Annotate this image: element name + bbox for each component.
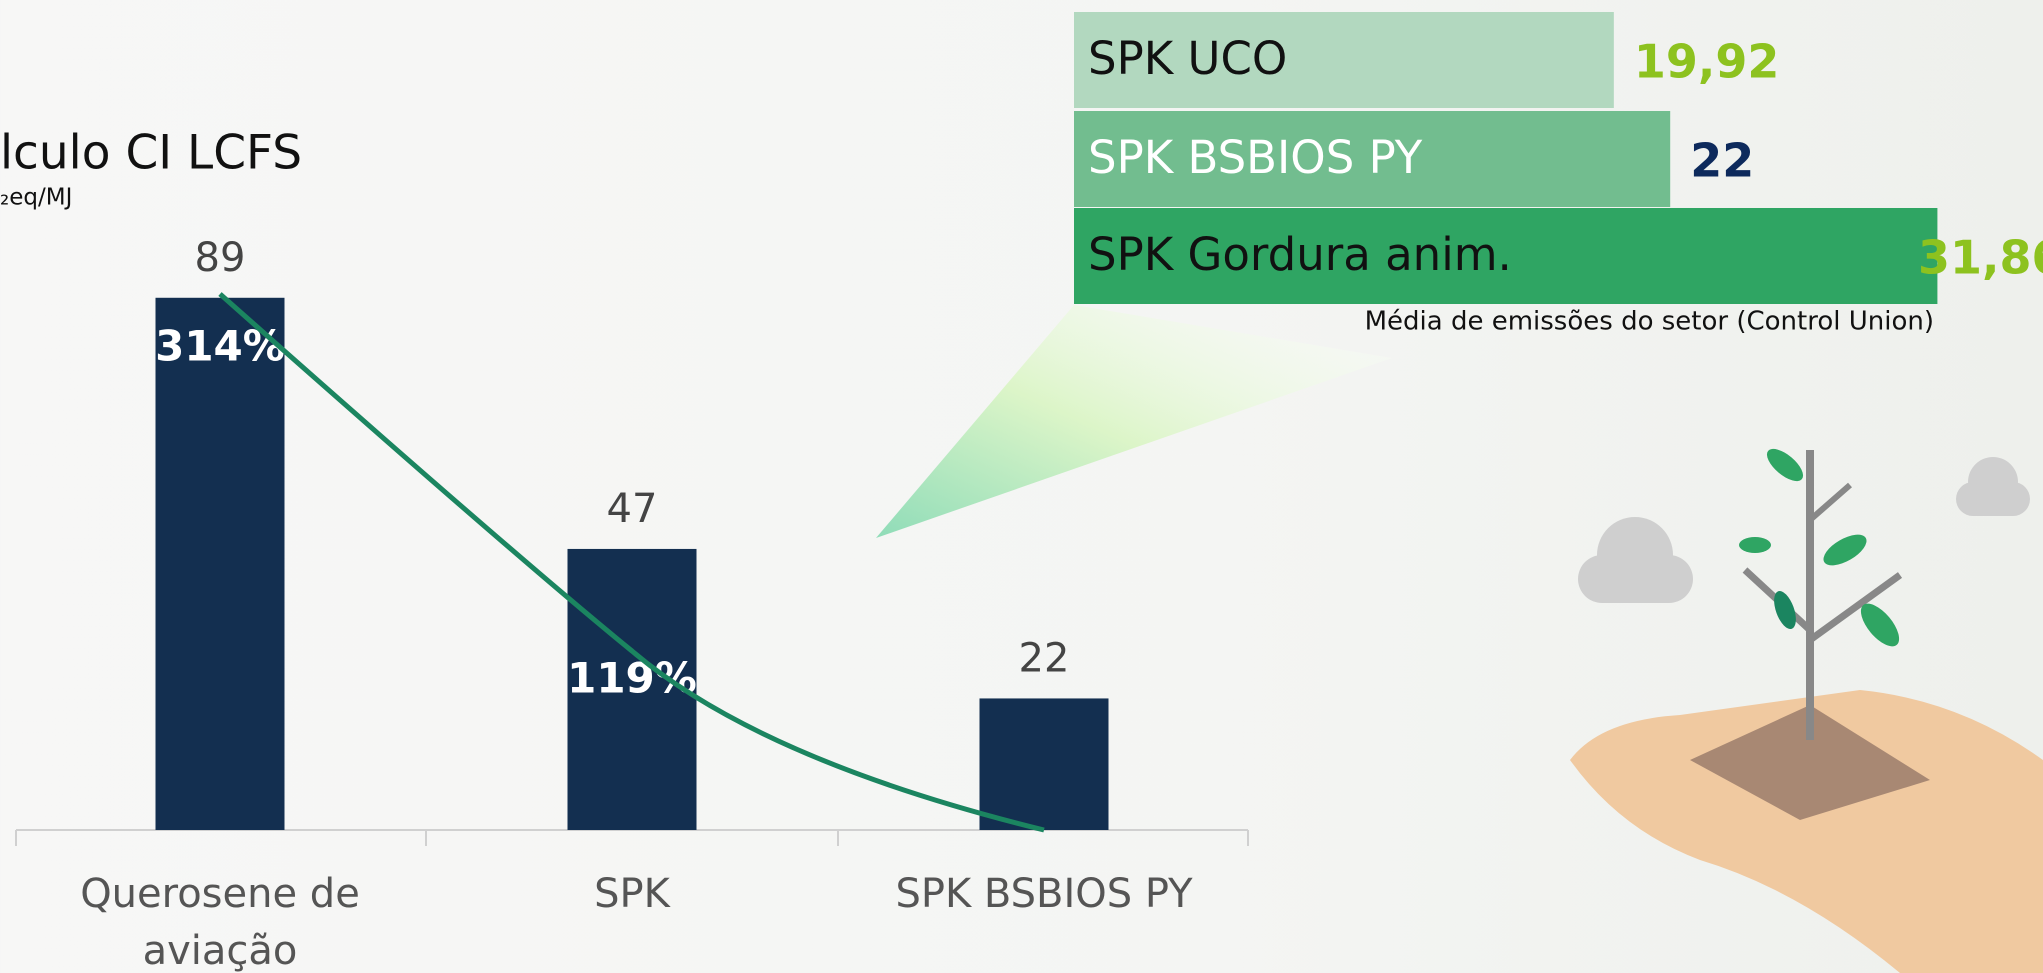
value-label: 47 (607, 486, 658, 532)
value-label: 31,86 (1918, 231, 2043, 285)
bar (567, 548, 697, 830)
x-tick-label: SPK (594, 871, 670, 917)
caption: Média de emissões do setor (Control Unio… (1365, 307, 1934, 337)
value-label: 19,92 (1634, 35, 1780, 89)
chart-subtitle: ₂eq/MJ (0, 185, 72, 211)
inner-label: 119% (567, 653, 697, 702)
highlight-beam (876, 305, 1392, 538)
bar-label: SPK Gordura anim. (1088, 228, 1512, 281)
x-tick-label: SPK BSBIOS PY (895, 871, 1193, 917)
chart-title: lculo CI LCFS (0, 126, 302, 181)
trend-line (218, 292, 1045, 833)
plant-illustration (1570, 448, 2043, 973)
value-label: 22 (1690, 134, 1754, 188)
x-tick-label: Querosene de aviação (80, 871, 360, 973)
bar (979, 698, 1109, 830)
value-label: 22 (1019, 635, 1070, 681)
clouds (1578, 457, 2030, 603)
value-label: 89 (195, 235, 246, 281)
bar (1074, 12, 1614, 108)
bar-label: SPK UCO (1088, 32, 1287, 85)
bar-label: SPK BSBIOS PY (1088, 131, 1423, 184)
inner-label: 314% (155, 321, 285, 370)
bar (1074, 111, 1671, 207)
bar (155, 297, 285, 830)
bar (1074, 208, 1938, 304)
